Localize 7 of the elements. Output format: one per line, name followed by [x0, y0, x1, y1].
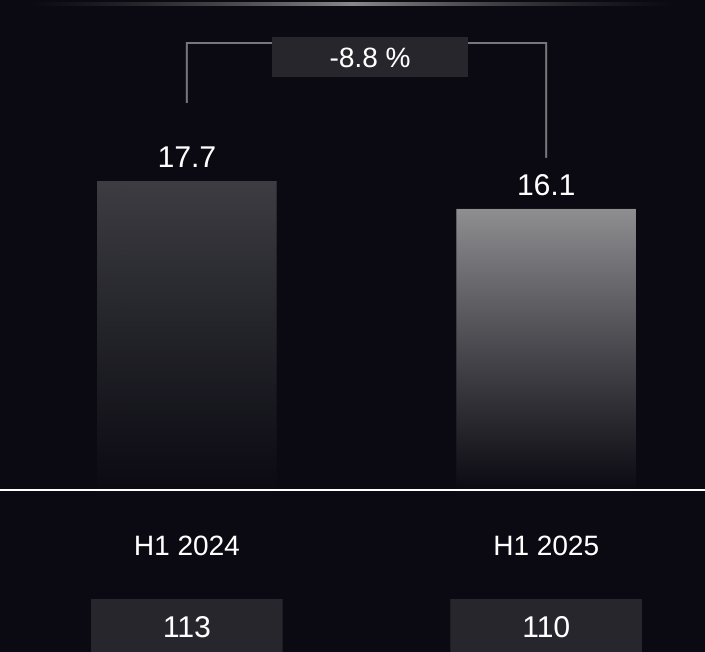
x-tick-label: H1 2024	[134, 530, 240, 561]
text: 110	[522, 611, 570, 644]
data-label: 17.7	[158, 141, 216, 174]
text: -8.8 %	[330, 42, 410, 73]
x-tick-label: H1 2025	[493, 530, 600, 561]
text: 113	[162, 611, 211, 644]
data-label: 16.1	[516, 168, 576, 202]
